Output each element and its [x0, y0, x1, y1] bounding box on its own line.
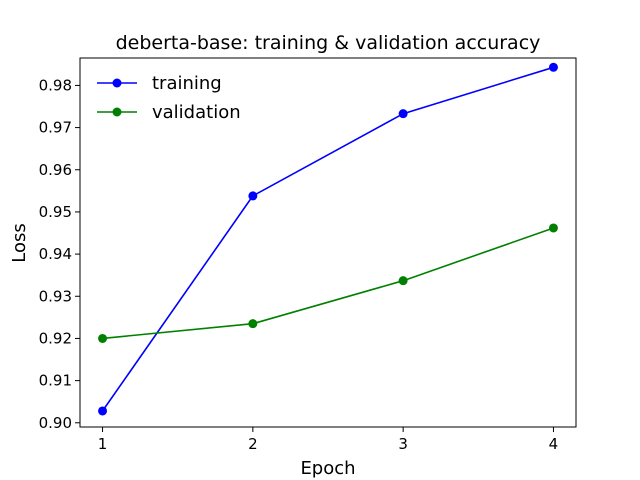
data-point-validation-4 — [548, 223, 558, 233]
x-tick-label: 2 — [248, 435, 258, 453]
data-point-training-2 — [248, 191, 258, 201]
y-axis-ticks: 0.90 0.91 0.92 0.93 0.94 0.95 0.96 0.97 0.98 — [39, 76, 80, 432]
y-tick-label: 0.96 — [39, 161, 72, 179]
y-axis-label: Loss — [9, 223, 30, 262]
x-axis-label: Epoch — [300, 458, 355, 479]
legend-label-training: training — [152, 73, 222, 94]
legend-label-validation: validation — [152, 102, 241, 123]
legend-marker-validation — [112, 107, 122, 117]
series-markers — [98, 62, 558, 416]
y-tick-label: 0.97 — [39, 119, 72, 137]
y-tick-label: 0.91 — [39, 372, 72, 390]
data-point-validation-1 — [98, 333, 108, 343]
data-point-validation-3 — [398, 276, 408, 286]
legend: training validation — [97, 73, 241, 123]
series-lines — [101, 66, 554, 412]
x-tick-label: 1 — [98, 435, 108, 453]
legend-marker-training — [112, 78, 122, 88]
data-point-training-4 — [548, 62, 558, 72]
y-tick-label: 0.95 — [39, 203, 72, 221]
data-point-training-1 — [98, 406, 108, 416]
y-tick-label: 0.93 — [39, 287, 72, 305]
x-tick-label: 4 — [549, 435, 559, 453]
y-tick-label: 0.98 — [39, 76, 72, 94]
y-tick-label: 0.90 — [39, 414, 72, 432]
y-tick-label: 0.92 — [39, 329, 72, 347]
series-line-validation — [102, 227, 554, 340]
plot-frame — [79, 57, 577, 428]
series-line-training — [101, 66, 554, 412]
y-tick-label: 0.94 — [39, 245, 72, 263]
data-point-validation-2 — [248, 319, 258, 329]
x-axis-ticks: 1 2 3 4 — [98, 427, 558, 453]
data-point-training-3 — [398, 109, 408, 119]
x-tick-label: 3 — [398, 435, 408, 453]
chart-title: deberta-base: training & validation accu… — [116, 32, 541, 54]
